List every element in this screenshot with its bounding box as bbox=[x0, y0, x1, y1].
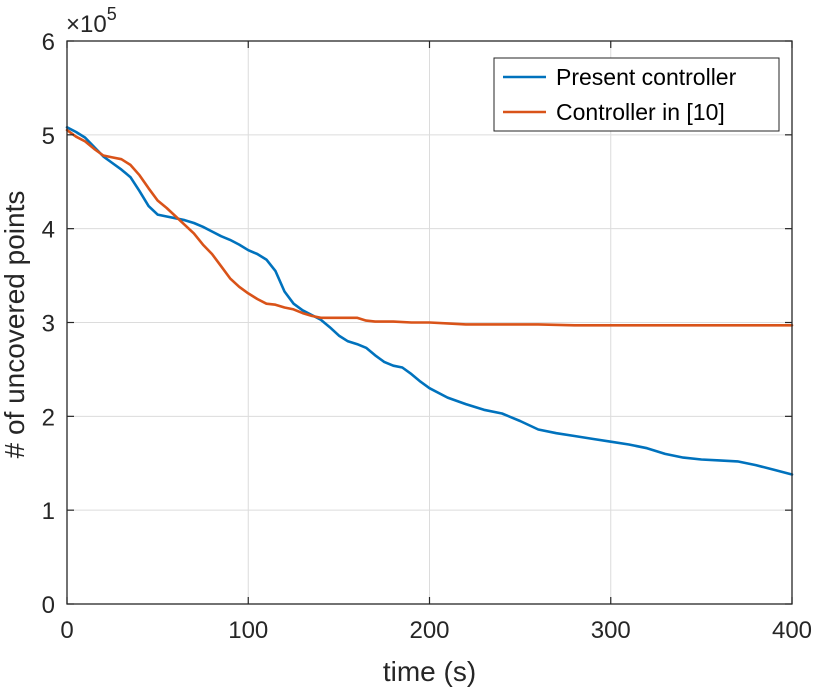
y-exponent-power: 5 bbox=[107, 4, 117, 24]
x-tick-label: 400 bbox=[772, 617, 812, 644]
y-tick-label: 1 bbox=[42, 498, 55, 525]
legend-label-present-controller: Present controller bbox=[556, 64, 737, 90]
series-lines bbox=[65, 126, 794, 476]
y-axis-label: # of uncovered points bbox=[0, 191, 30, 459]
y-tick-labels: 0 1 2 3 4 5 6 bbox=[42, 29, 55, 619]
x-tick-labels: 0 100 200 300 400 bbox=[60, 617, 812, 644]
y-tick-label: 2 bbox=[42, 404, 55, 431]
x-axis-label: time (s) bbox=[383, 656, 476, 687]
series-line-controller-in-10 bbox=[65, 128, 794, 327]
y-tick-label: 4 bbox=[42, 217, 55, 244]
y-exponent-label: ×105 bbox=[66, 4, 117, 38]
x-tick-label: 0 bbox=[60, 617, 73, 644]
series-line-present-controller bbox=[65, 126, 794, 476]
x-tick-label: 300 bbox=[591, 617, 631, 644]
x-tick-label: 200 bbox=[409, 617, 449, 644]
y-tick-label: 6 bbox=[42, 29, 55, 56]
y-tick-label: 3 bbox=[42, 311, 55, 338]
legend-box bbox=[493, 57, 780, 132]
axis-ticks bbox=[66, 40, 793, 605]
legend: Present controller Controller in [10] bbox=[493, 57, 780, 132]
y-tick-label: 5 bbox=[42, 123, 55, 150]
x-tick-label: 100 bbox=[228, 617, 268, 644]
y-exponent-base: ×10 bbox=[66, 11, 107, 38]
y-tick-label: 0 bbox=[42, 592, 55, 619]
legend-label-controller-in-10: Controller in [10] bbox=[556, 99, 725, 125]
